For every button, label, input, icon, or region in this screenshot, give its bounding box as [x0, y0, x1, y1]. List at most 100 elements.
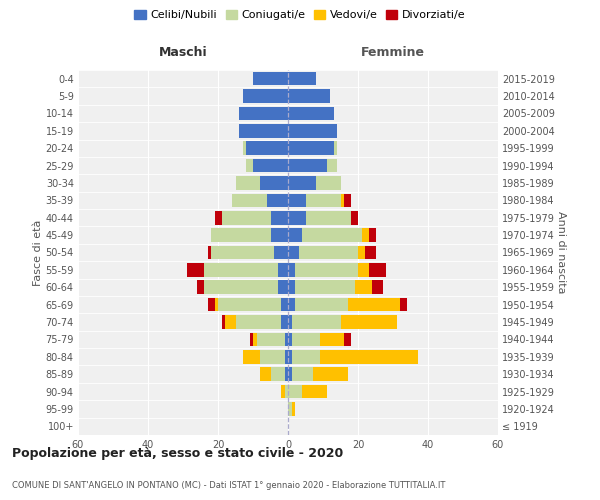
Bar [295, 298, 347, 312]
Bar [344, 332, 351, 346]
Bar [204, 263, 277, 276]
Bar [253, 159, 288, 172]
Bar [215, 211, 221, 224]
Bar [246, 142, 288, 155]
Bar [288, 194, 305, 207]
Bar [347, 298, 400, 312]
Bar [225, 315, 235, 329]
Y-axis label: Anni di nascita: Anni di nascita [556, 211, 566, 294]
Bar [211, 246, 274, 260]
Bar [368, 263, 386, 276]
Bar [302, 228, 361, 242]
Bar [305, 194, 341, 207]
Bar [355, 280, 372, 294]
Bar [204, 280, 277, 294]
Bar [221, 315, 225, 329]
Bar [232, 194, 267, 207]
Bar [288, 298, 295, 312]
Bar [288, 159, 326, 172]
Bar [358, 246, 365, 260]
Bar [235, 315, 281, 329]
Legend: Celibi/Nubili, Coniugati/e, Vedovi/e, Divorziati/e: Celibi/Nubili, Coniugati/e, Vedovi/e, Di… [130, 6, 470, 25]
Bar [302, 385, 326, 398]
Bar [242, 142, 246, 155]
Bar [274, 246, 288, 260]
Bar [288, 246, 299, 260]
Bar [242, 90, 288, 103]
Bar [284, 368, 288, 381]
Bar [288, 263, 295, 276]
Bar [292, 402, 295, 415]
Bar [341, 315, 397, 329]
Y-axis label: Fasce di età: Fasce di età [32, 220, 43, 286]
Bar [299, 246, 358, 260]
Bar [221, 211, 271, 224]
Bar [271, 211, 288, 224]
Bar [292, 368, 313, 381]
Bar [257, 332, 284, 346]
Bar [260, 176, 288, 190]
Bar [281, 315, 288, 329]
Bar [316, 176, 341, 190]
Bar [372, 280, 383, 294]
Bar [320, 332, 344, 346]
Bar [235, 176, 260, 190]
Bar [267, 194, 288, 207]
Bar [351, 211, 358, 224]
Bar [288, 142, 334, 155]
Text: Maschi: Maschi [158, 46, 208, 59]
Bar [320, 350, 418, 364]
Bar [246, 159, 253, 172]
Bar [288, 332, 292, 346]
Bar [295, 263, 358, 276]
Bar [334, 142, 337, 155]
Bar [368, 228, 376, 242]
Bar [271, 368, 284, 381]
Bar [288, 228, 302, 242]
Bar [288, 106, 334, 120]
Bar [288, 72, 316, 86]
Bar [208, 298, 215, 312]
Bar [284, 385, 288, 398]
Bar [239, 124, 288, 138]
Bar [288, 124, 337, 138]
Bar [277, 263, 288, 276]
Bar [253, 72, 288, 86]
Bar [341, 194, 344, 207]
Bar [208, 246, 211, 260]
Bar [239, 106, 288, 120]
Bar [344, 194, 351, 207]
Bar [271, 228, 288, 242]
Bar [242, 350, 260, 364]
Text: Femmine: Femmine [361, 46, 425, 59]
Bar [313, 368, 347, 381]
Bar [281, 298, 288, 312]
Bar [288, 211, 305, 224]
Bar [260, 350, 284, 364]
Bar [250, 332, 253, 346]
Bar [281, 385, 284, 398]
Bar [215, 298, 218, 312]
Bar [288, 402, 292, 415]
Bar [305, 211, 351, 224]
Bar [284, 332, 288, 346]
Bar [365, 246, 376, 260]
Bar [292, 350, 320, 364]
Bar [288, 385, 302, 398]
Bar [295, 280, 355, 294]
Bar [260, 368, 271, 381]
Bar [288, 90, 330, 103]
Bar [292, 315, 341, 329]
Bar [284, 350, 288, 364]
Bar [361, 228, 368, 242]
Bar [288, 350, 292, 364]
Bar [326, 159, 337, 172]
Bar [187, 263, 204, 276]
Bar [218, 298, 281, 312]
Bar [277, 280, 288, 294]
Bar [288, 315, 292, 329]
Bar [253, 332, 257, 346]
Bar [288, 368, 292, 381]
Bar [358, 263, 368, 276]
Bar [211, 228, 271, 242]
